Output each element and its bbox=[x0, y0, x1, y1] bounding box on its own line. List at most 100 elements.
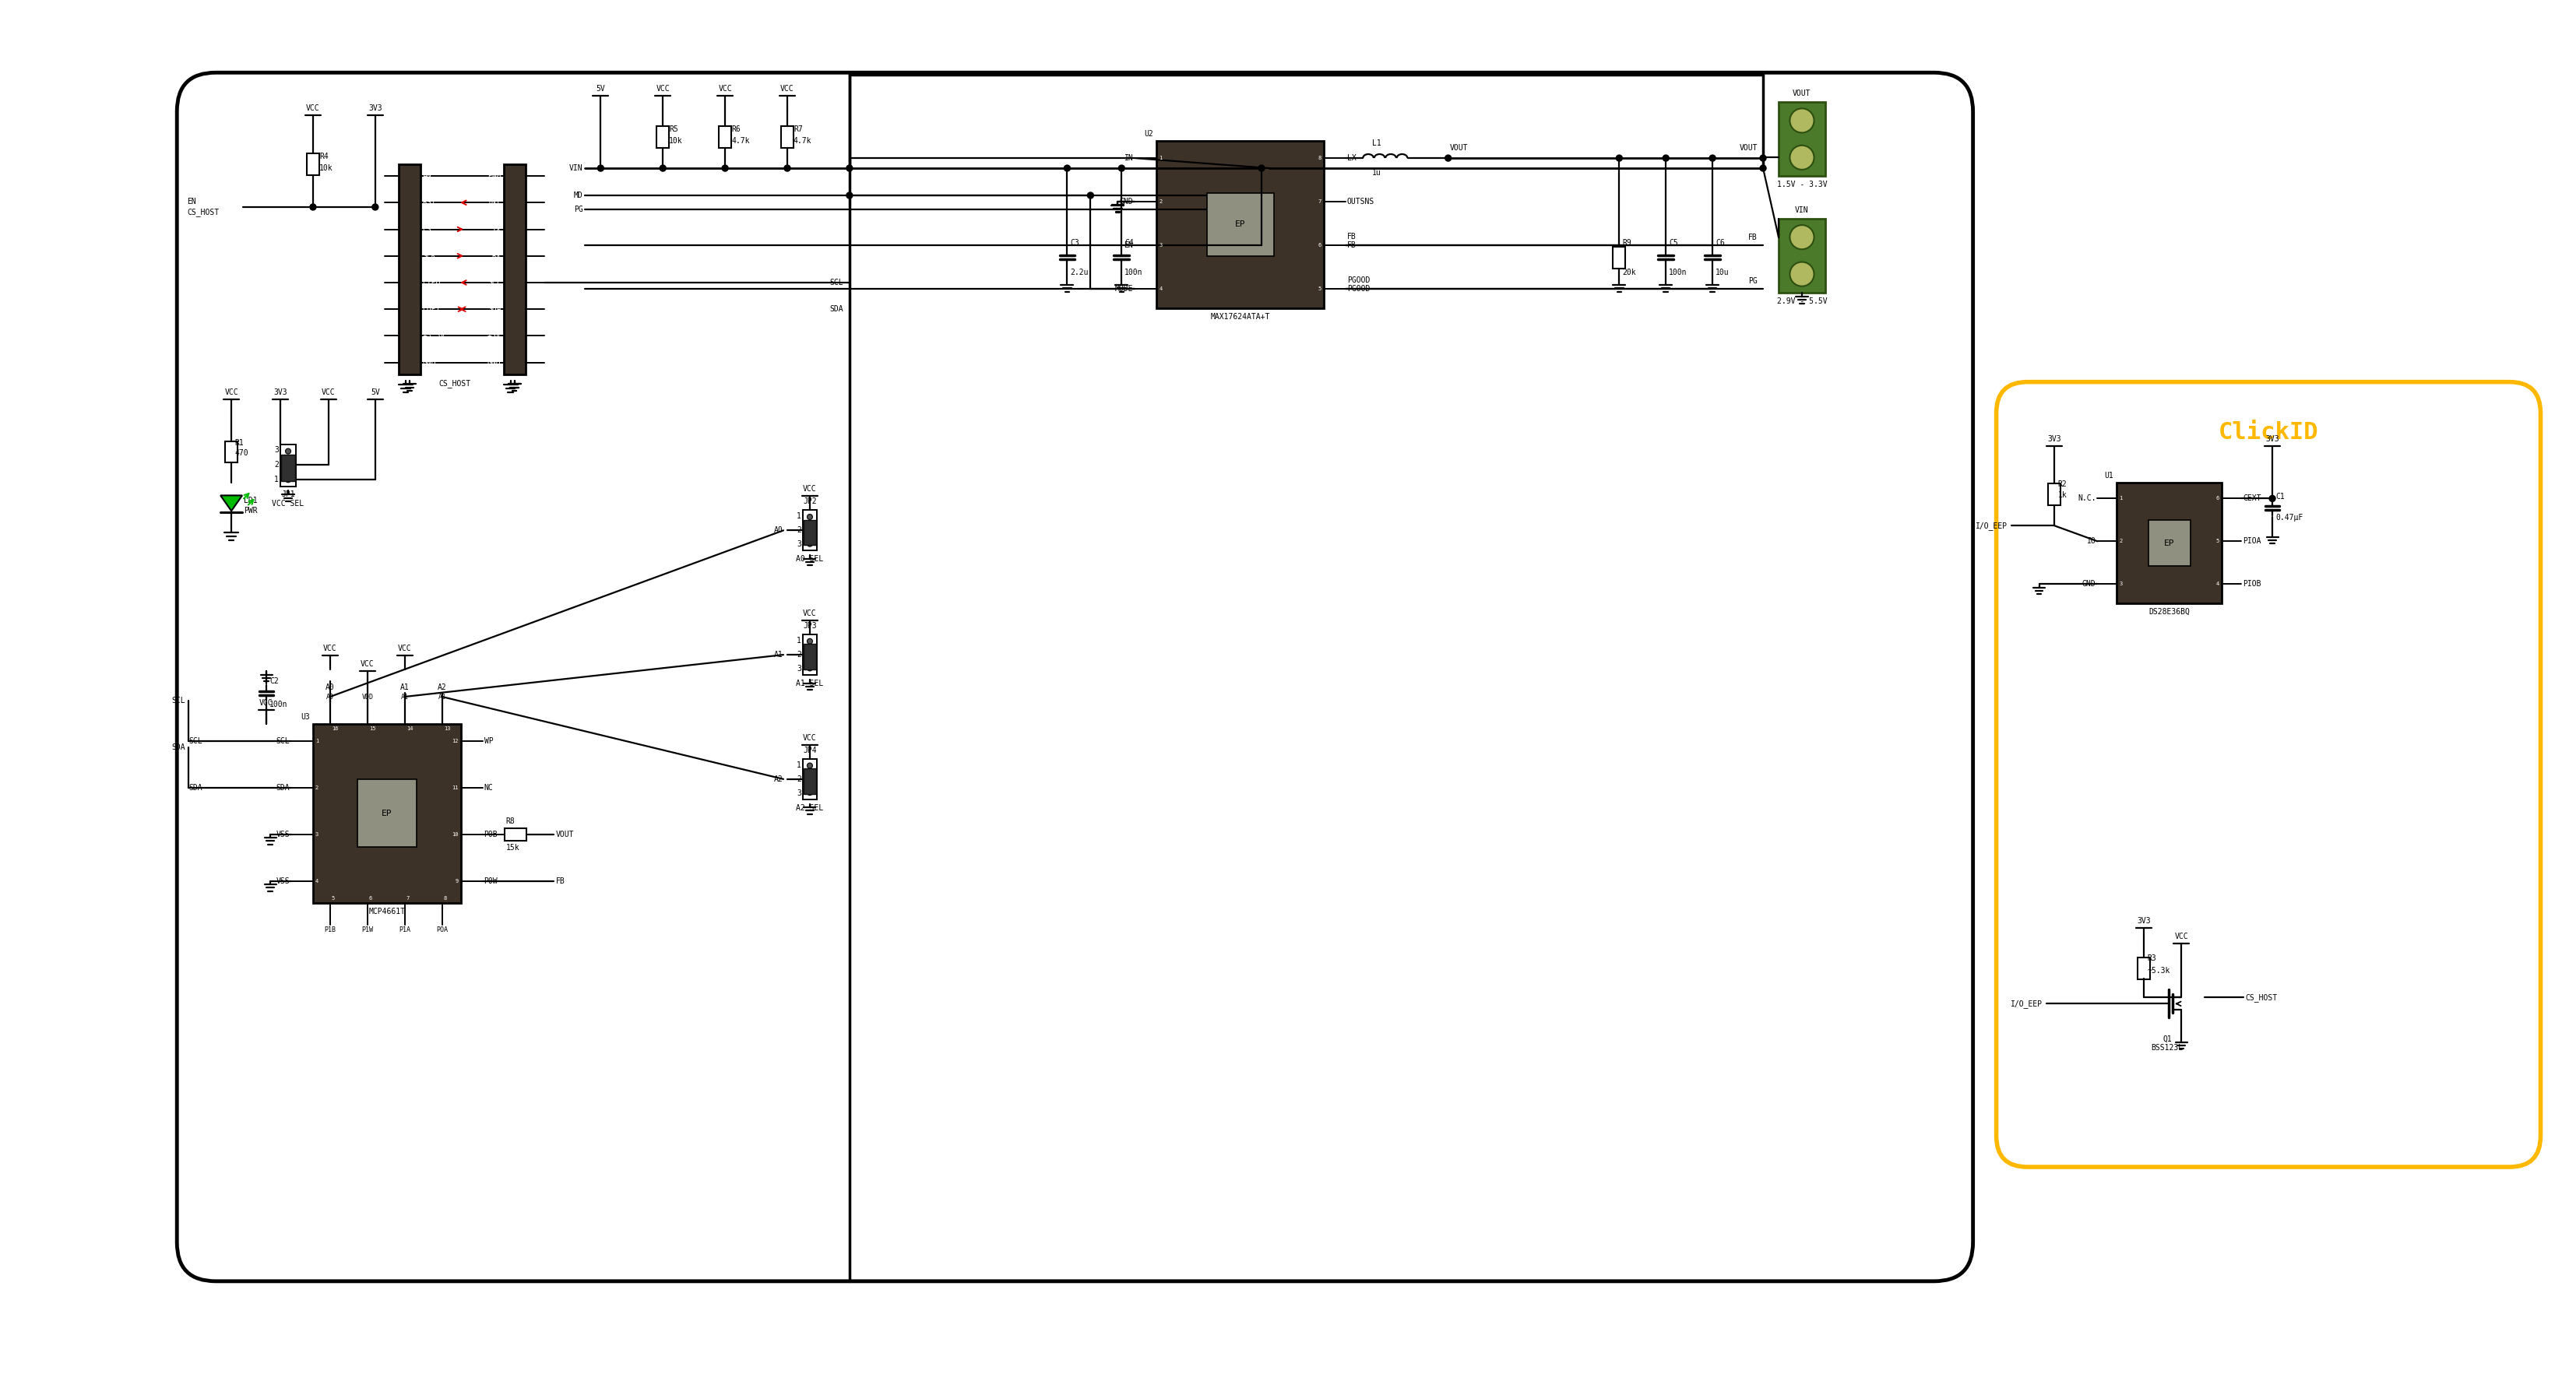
Circle shape bbox=[1087, 193, 1095, 198]
Circle shape bbox=[806, 777, 811, 781]
Bar bbox=[314, 724, 461, 903]
Text: 2: 2 bbox=[314, 785, 319, 790]
Text: A2: A2 bbox=[438, 693, 446, 700]
Text: MODE: MODE bbox=[1115, 285, 1133, 293]
Text: U3: U3 bbox=[301, 713, 309, 721]
Text: 2.2u: 2.2u bbox=[1069, 268, 1090, 276]
Text: MCP4661T: MCP4661T bbox=[368, 907, 404, 915]
Circle shape bbox=[1445, 155, 1450, 162]
Text: R8: R8 bbox=[505, 817, 515, 824]
Text: VOUT: VOUT bbox=[1739, 144, 1757, 152]
Text: 1: 1 bbox=[273, 476, 278, 484]
Circle shape bbox=[1790, 109, 1814, 133]
Text: PG: PG bbox=[1749, 278, 1757, 285]
Text: VCC: VCC bbox=[322, 388, 335, 396]
Text: EN: EN bbox=[188, 198, 196, 205]
Text: A2: A2 bbox=[775, 776, 783, 783]
Text: R5: R5 bbox=[670, 126, 677, 133]
Text: +5V: +5V bbox=[487, 332, 502, 340]
Bar bbox=[804, 644, 817, 670]
Text: 12: 12 bbox=[451, 739, 459, 744]
Text: SCL: SCL bbox=[173, 696, 185, 704]
Text: PIOA: PIOA bbox=[2244, 537, 2262, 545]
Text: 5: 5 bbox=[1319, 286, 1321, 292]
Text: 10u: 10u bbox=[1716, 268, 1728, 276]
Text: 1: 1 bbox=[2120, 497, 2123, 501]
Text: CS_HOST: CS_HOST bbox=[438, 379, 471, 388]
Text: ~5.3k: ~5.3k bbox=[2148, 967, 2169, 975]
Text: 1: 1 bbox=[1159, 156, 1162, 160]
Text: VIN: VIN bbox=[1795, 206, 1808, 213]
Bar bbox=[804, 759, 817, 799]
Text: SCL: SCL bbox=[276, 737, 289, 745]
Bar bbox=[804, 511, 817, 551]
Text: 20k: 20k bbox=[1623, 268, 1636, 276]
Text: 470: 470 bbox=[234, 449, 247, 458]
Text: VCC: VCC bbox=[657, 85, 670, 93]
Text: 3V3: 3V3 bbox=[2138, 917, 2151, 925]
Text: PWR: PWR bbox=[245, 506, 258, 515]
Circle shape bbox=[286, 463, 291, 469]
Text: SDA: SDA bbox=[276, 784, 289, 791]
Text: 3V3: 3V3 bbox=[2048, 435, 2061, 442]
Text: CS_HOST: CS_HOST bbox=[2246, 993, 2277, 1002]
Text: VCC: VCC bbox=[361, 660, 374, 668]
Text: GND: GND bbox=[422, 359, 435, 367]
Text: R7: R7 bbox=[793, 126, 804, 133]
Bar bbox=[1613, 247, 1625, 268]
Text: A0: A0 bbox=[327, 693, 335, 700]
Bar bbox=[1206, 193, 1273, 257]
Text: MAX17624ATA+T: MAX17624ATA+T bbox=[1211, 312, 1270, 321]
Text: 4: 4 bbox=[314, 879, 319, 883]
Circle shape bbox=[598, 165, 603, 172]
Text: I/O_EEP: I/O_EEP bbox=[1976, 522, 2007, 530]
Text: 3: 3 bbox=[2120, 582, 2123, 586]
Text: GND: GND bbox=[487, 359, 502, 367]
Circle shape bbox=[1064, 165, 1069, 172]
Text: 14: 14 bbox=[407, 727, 412, 731]
Circle shape bbox=[806, 639, 811, 644]
Circle shape bbox=[806, 527, 811, 533]
Text: 3: 3 bbox=[796, 790, 801, 797]
Text: 15k: 15k bbox=[505, 844, 520, 851]
Text: VOUT: VOUT bbox=[1793, 89, 1811, 98]
Text: A0: A0 bbox=[775, 526, 783, 534]
Text: 4.7k: 4.7k bbox=[732, 137, 750, 145]
Text: R9: R9 bbox=[1623, 239, 1631, 247]
Text: 4: 4 bbox=[2215, 582, 2221, 586]
Text: P1W: P1W bbox=[361, 926, 374, 933]
Bar bbox=[224, 441, 237, 463]
Text: SDA: SDA bbox=[829, 306, 842, 312]
Text: 3: 3 bbox=[273, 446, 278, 455]
Text: VCC: VCC bbox=[719, 85, 732, 93]
Text: A2 SEL: A2 SEL bbox=[796, 804, 824, 812]
Text: 7: 7 bbox=[1319, 199, 1321, 204]
Text: PIOB: PIOB bbox=[2244, 580, 2262, 587]
Text: Q1: Q1 bbox=[2164, 1035, 2172, 1042]
Text: 2: 2 bbox=[1159, 199, 1162, 204]
Text: ClickID: ClickID bbox=[2218, 421, 2318, 444]
Text: A0: A0 bbox=[325, 684, 335, 692]
Text: 5V: 5V bbox=[595, 85, 605, 93]
Text: 2: 2 bbox=[796, 776, 801, 783]
Text: C3: C3 bbox=[1069, 239, 1079, 247]
Text: 3: 3 bbox=[314, 831, 319, 837]
Bar bbox=[358, 780, 417, 847]
Text: C4: C4 bbox=[1126, 239, 1133, 247]
Text: 2: 2 bbox=[796, 526, 801, 534]
Circle shape bbox=[371, 204, 379, 211]
Text: R2: R2 bbox=[2058, 481, 2066, 488]
Text: 3: 3 bbox=[1159, 243, 1162, 247]
Text: VCC SEL: VCC SEL bbox=[273, 499, 304, 508]
Text: TX: TX bbox=[492, 226, 502, 233]
Text: A1: A1 bbox=[775, 651, 783, 658]
Text: EP: EP bbox=[1234, 220, 1244, 229]
Text: VDD: VDD bbox=[361, 693, 374, 700]
Text: I/O_EEP: I/O_EEP bbox=[2012, 999, 2043, 1009]
Polygon shape bbox=[222, 495, 242, 511]
Text: A1: A1 bbox=[402, 693, 410, 700]
Text: SDA: SDA bbox=[173, 744, 185, 751]
Text: VCC: VCC bbox=[307, 105, 319, 112]
Text: 2.9V - 5.5V: 2.9V - 5.5V bbox=[1777, 297, 1826, 306]
Text: VCC: VCC bbox=[2174, 932, 2187, 940]
